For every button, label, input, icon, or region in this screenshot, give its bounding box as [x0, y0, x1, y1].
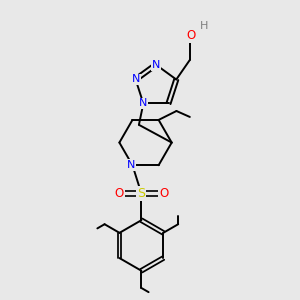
Text: N: N: [127, 160, 135, 170]
Text: N: N: [139, 98, 148, 108]
Text: N: N: [152, 60, 160, 70]
Text: O: O: [159, 187, 168, 200]
Text: H: H: [200, 21, 209, 31]
Text: O: O: [187, 29, 196, 42]
Text: S: S: [137, 187, 146, 200]
Text: N: N: [131, 74, 140, 85]
Text: O: O: [115, 187, 124, 200]
